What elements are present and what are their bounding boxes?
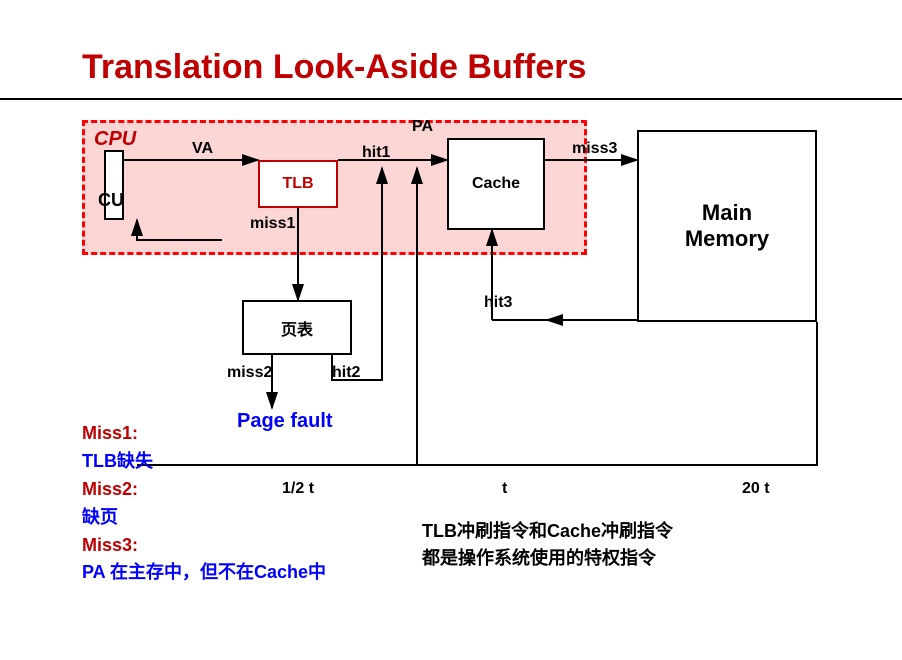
notes-block: Miss1: TLB缺失 Miss2: 缺页 Miss3: PA 在主存中，但不… [82, 420, 326, 587]
diagram: CPU CU TLB Cache Main Memory 页表 VA PA hi… [82, 120, 852, 620]
label-pa: PA [412, 118, 433, 136]
tlb-note-line1: TLB冲刷指令和Cache冲刷指令 [422, 518, 673, 545]
label-t: t [502, 480, 507, 498]
label-miss1: miss1 [250, 215, 295, 233]
title-text: Translation Look-Aside Buffers [82, 48, 586, 86]
label-miss3: miss3 [572, 140, 617, 158]
note-miss3-label: Miss3: [82, 532, 326, 560]
label-va: VA [192, 140, 213, 158]
label-hit1: hit1 [362, 144, 390, 162]
label-20t: 20 t [742, 480, 770, 498]
note-miss3-text: PA 在主存中，但不在Cache中 [82, 559, 326, 587]
label-miss2: miss2 [227, 364, 272, 382]
tlb-note-line2: 都是操作系统使用的特权指令 [422, 545, 673, 572]
label-hit2: hit2 [332, 364, 360, 382]
tlb-note: TLB冲刷指令和Cache冲刷指令 都是操作系统使用的特权指令 [422, 518, 673, 572]
title-underline [0, 98, 902, 100]
note-miss1-label: Miss1: [82, 420, 326, 448]
label-hit3: hit3 [484, 294, 512, 312]
note-miss2-label: Miss2: [82, 476, 326, 504]
note-miss2-text: 缺页 [82, 504, 326, 532]
note-miss1-text: TLB缺失 [82, 448, 326, 476]
page-title: Translation Look-Aside Buffers [82, 48, 586, 87]
